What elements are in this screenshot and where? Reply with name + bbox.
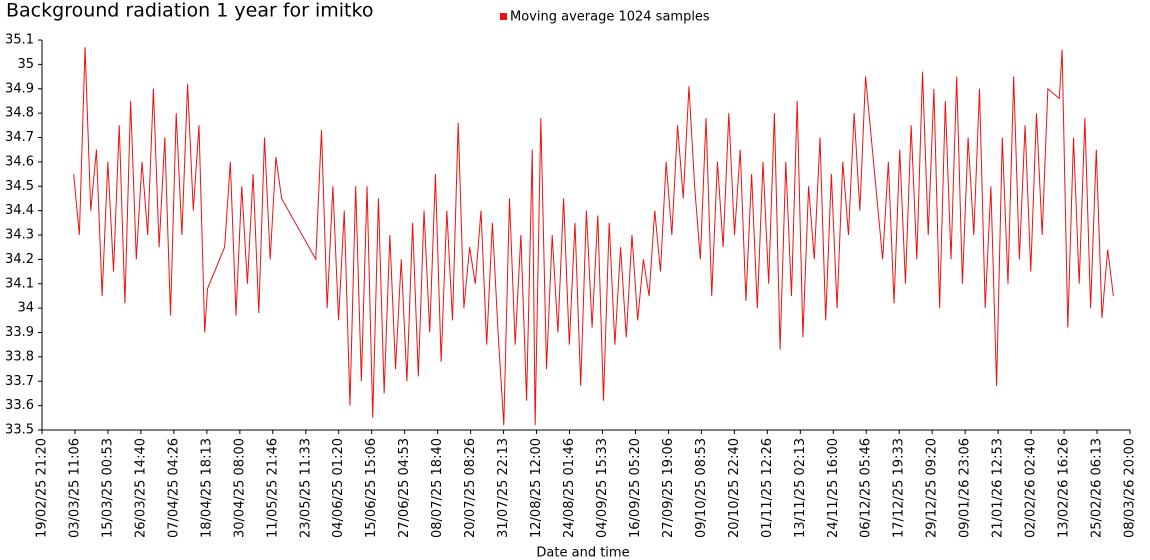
y-tick-label: 34.2 — [5, 252, 34, 267]
series-line — [73, 47, 1114, 426]
legend-label: Moving average 1024 samples — [510, 10, 710, 25]
x-tick-label: 08/03/26 20:00 — [1123, 438, 1138, 538]
x-tick-label: 12/08/25 12:00 — [529, 438, 544, 538]
x-tick-label: 19/02/25 21:20 — [35, 438, 50, 538]
x-tick-label: 04/09/25 15:33 — [595, 438, 610, 538]
y-tick-label: 34 — [17, 301, 34, 316]
x-tick-label: 30/04/25 08:00 — [232, 438, 247, 538]
x-tick-label: 04/06/25 01:20 — [331, 438, 346, 538]
x-tick-label: 02/02/26 02:40 — [1024, 438, 1039, 538]
x-tick-label: 03/03/25 11:06 — [67, 438, 82, 538]
x-tick-label: 09/01/26 23:06 — [958, 438, 973, 538]
y-tick-label: 33.6 — [5, 398, 34, 413]
x-tick-label: 27/09/25 19:06 — [661, 438, 676, 538]
x-tick-label: 23/05/25 11:33 — [298, 438, 313, 538]
chart-title: Background radiation 1 year for imitko — [6, 0, 373, 22]
x-axis-label: Date and time — [536, 546, 629, 560]
legend-swatch — [500, 13, 507, 20]
y-tick-label: 33.9 — [5, 325, 34, 340]
y-tick-label: 34.1 — [5, 276, 34, 291]
y-tick-label: 34.5 — [5, 179, 34, 194]
x-tick-label: 11/05/25 21:46 — [265, 438, 280, 538]
y-tick-label: 34.9 — [5, 81, 34, 96]
x-tick-label: 21/01/26 12:53 — [991, 438, 1006, 538]
y-tick-label: 33.7 — [5, 374, 34, 389]
x-tick-label: 27/06/25 04:53 — [397, 438, 412, 538]
y-tick-label: 34.3 — [5, 228, 34, 243]
x-tick-label: 06/12/25 05:46 — [859, 438, 874, 538]
y-tick-label: 33.8 — [5, 349, 34, 364]
x-tick-label: 13/11/25 02:13 — [793, 438, 808, 538]
x-tick-label: 13/02/26 16:26 — [1057, 438, 1072, 538]
x-tick-label: 20/10/25 22:40 — [727, 438, 742, 538]
x-tick-label: 01/11/25 12:26 — [760, 438, 775, 538]
x-tick-label: 26/03/25 14:40 — [133, 438, 148, 538]
x-tick-label: 20/07/25 08:26 — [463, 438, 478, 538]
y-tick-label: 33.5 — [5, 423, 34, 438]
x-tick-label: 24/08/25 01:46 — [562, 438, 577, 538]
x-tick-label: 31/07/25 22:13 — [496, 438, 511, 538]
x-tick-label: 17/12/25 19:33 — [892, 438, 907, 538]
y-tick-label: 34.7 — [5, 130, 34, 145]
y-tick-label: 35.1 — [5, 33, 34, 48]
x-tick-label: 16/09/25 05:20 — [628, 438, 643, 538]
y-tick-label: 34.6 — [5, 154, 34, 169]
y-tick-label: 34.8 — [5, 106, 34, 121]
x-tick-label: 29/12/25 09:20 — [925, 438, 940, 538]
x-tick-label: 15/03/25 00:53 — [100, 438, 115, 538]
x-tick-label: 09/10/25 08:53 — [694, 438, 709, 538]
x-tick-label: 24/11/25 16:00 — [826, 438, 841, 538]
y-tick-label: 34.4 — [5, 203, 34, 218]
x-tick-label: 18/04/25 18:13 — [199, 438, 214, 538]
y-tick-label: 35 — [17, 57, 34, 72]
x-tick-label: 07/04/25 04:26 — [166, 438, 181, 538]
x-tick-label: 15/06/25 15:06 — [364, 438, 379, 538]
x-tick-label: 08/07/25 18:40 — [430, 438, 445, 538]
x-tick-label: 25/02/26 06:13 — [1090, 438, 1105, 538]
